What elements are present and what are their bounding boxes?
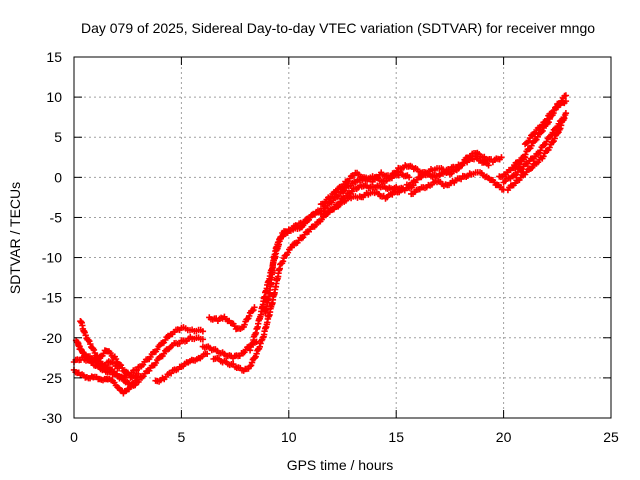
data-point (246, 312, 253, 320)
plot-frame (73, 56, 612, 419)
data-point (152, 359, 160, 367)
y-tick-label: 15 (46, 49, 62, 65)
data-point (90, 346, 98, 354)
data-point (199, 328, 207, 335)
x-tick-label: 20 (496, 429, 512, 445)
y-tick-label: -20 (42, 330, 62, 346)
data-point (557, 122, 565, 129)
y-tick-label: -15 (42, 290, 62, 306)
data-point (547, 133, 554, 140)
data-series (70, 92, 570, 397)
data-point (76, 343, 83, 350)
data-point (528, 142, 535, 149)
data-point (256, 343, 263, 350)
data-point (516, 161, 524, 168)
data-point (348, 188, 355, 195)
data-point (135, 370, 142, 378)
data-point (460, 159, 467, 167)
series-trace-11 (262, 186, 406, 317)
x-tick-label: 15 (388, 429, 404, 445)
data-point (532, 137, 539, 144)
y-tick-label: 0 (54, 169, 62, 185)
data-point (199, 336, 207, 343)
data-point (405, 174, 413, 181)
axis-ticks: 0 5 10 15 20 25 -30 -25 -20 -15 -10 -5 0 5 10 15 (42, 49, 619, 445)
data-point (333, 188, 340, 196)
data-point (562, 97, 570, 105)
data-point (279, 258, 287, 265)
data-point (537, 147, 544, 154)
x-tick-label: 10 (281, 429, 297, 445)
series-trace-5 (75, 341, 123, 372)
data-point (521, 154, 529, 161)
data-point (540, 141, 548, 149)
y-axis-label: SDTVAR / TECUs (7, 182, 23, 294)
data-point (241, 321, 248, 328)
chart-title: Day 079 of 2025, Sidereal Day-to-day VTE… (81, 20, 595, 36)
data-point (112, 355, 120, 363)
data-point (529, 164, 536, 171)
data-point (251, 354, 258, 362)
series-trace-1 (70, 334, 207, 397)
data-point (246, 363, 254, 370)
data-point (335, 192, 343, 200)
series-trace-15 (500, 113, 567, 186)
series-trace-18 (521, 97, 570, 148)
data-point (544, 115, 551, 122)
x-tick-label: 25 (603, 429, 619, 445)
series-trace-6 (152, 350, 211, 385)
series-trace-13 (403, 149, 505, 189)
data-point (251, 304, 258, 311)
series-trace-19 (496, 154, 529, 181)
data-point (82, 332, 89, 339)
data-point (300, 222, 307, 229)
x-tick-label: 5 (178, 429, 186, 445)
data-point (534, 133, 541, 140)
data-point (562, 92, 570, 99)
series-trace-7 (206, 304, 258, 333)
y-tick-label: -25 (42, 370, 62, 386)
data-point (554, 130, 561, 137)
data-point (525, 138, 532, 145)
y-tick-label: -10 (42, 250, 62, 266)
data-point (543, 138, 550, 145)
series-trace-14 (408, 169, 507, 198)
series-trace-16 (504, 109, 570, 194)
data-point (203, 350, 211, 358)
data-point (274, 239, 282, 246)
data-point (540, 153, 547, 160)
series-trace-8 (199, 338, 260, 362)
data-point (135, 378, 142, 386)
data-point (284, 249, 292, 256)
data-point (551, 135, 558, 142)
data-point (546, 144, 553, 151)
data-point (562, 109, 570, 117)
y-tick-label: -30 (42, 410, 62, 426)
data-point (252, 353, 259, 360)
x-tick-label: 0 (70, 429, 78, 445)
gridlines (74, 57, 611, 418)
data-point (399, 186, 406, 193)
data-point (393, 168, 401, 175)
data-point (280, 233, 287, 240)
y-tick-label: 5 (54, 129, 62, 145)
data-point (485, 162, 492, 169)
x-axis-label: GPS time / hours (287, 457, 394, 473)
data-point (85, 336, 92, 344)
y-tick-label: 10 (46, 89, 62, 105)
data-point (549, 138, 556, 146)
data-point (248, 359, 256, 366)
data-point (146, 367, 153, 374)
data-point (498, 154, 505, 161)
data-point (115, 365, 123, 372)
y-tick-label: -5 (50, 209, 63, 225)
